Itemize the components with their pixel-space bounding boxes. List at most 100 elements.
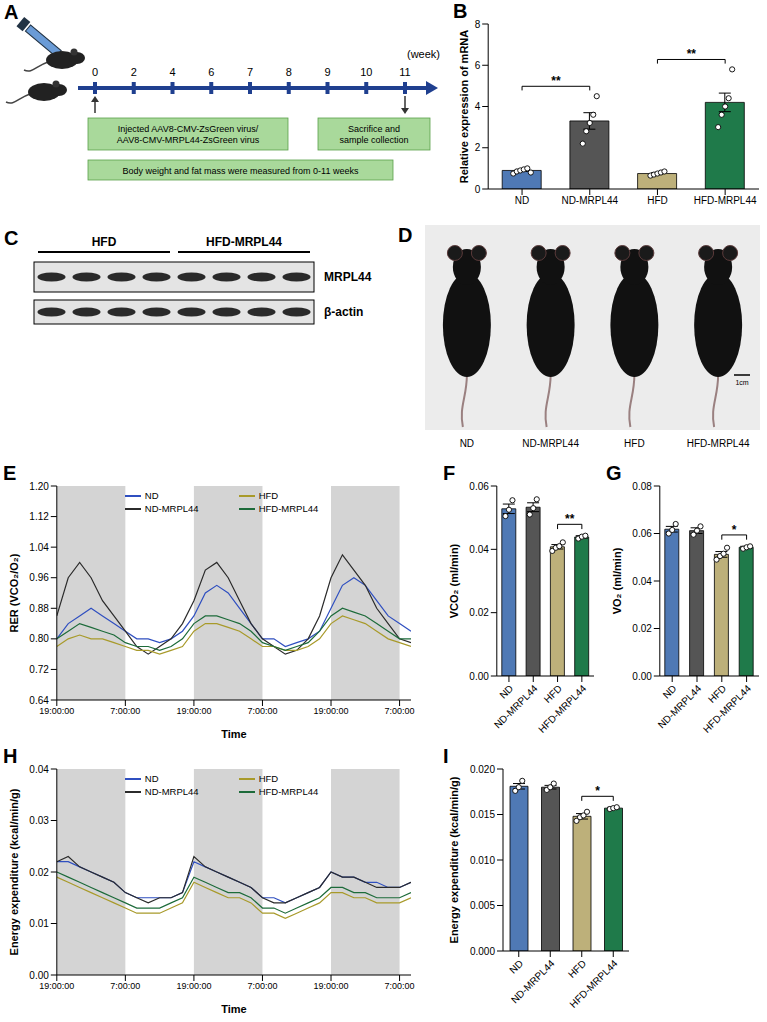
svg-text:ND-MRPL44: ND-MRPL44 <box>522 438 579 449</box>
svg-text:(week): (week) <box>407 48 440 60</box>
svg-text:19:00:00: 19:00:00 <box>313 706 348 716</box>
svg-text:HFD-MRPL44: HFD-MRPL44 <box>694 195 757 206</box>
svg-text:HFD-MRPL44: HFD-MRPL44 <box>568 957 620 1009</box>
svg-text:7:00:00: 7:00:00 <box>247 981 277 991</box>
svg-text:ND-MRPL44: ND-MRPL44 <box>492 682 540 730</box>
svg-text:Body weight and fat mass were: Body weight and fat mass were measured f… <box>123 166 359 176</box>
svg-text:ND: ND <box>515 195 529 206</box>
svg-text:11: 11 <box>399 66 410 78</box>
svg-text:2: 2 <box>131 66 137 78</box>
svg-text:7:00:00: 7:00:00 <box>110 981 140 991</box>
svg-text:0: 0 <box>92 66 98 78</box>
svg-text:0.00: 0.00 <box>469 671 489 682</box>
svg-text:0.04: 0.04 <box>29 764 49 775</box>
svg-text:Injected AAV8-CMV-ZsGreen viru: Injected AAV8-CMV-ZsGreen virus/ <box>118 124 259 134</box>
svg-text:19:00:00: 19:00:00 <box>176 981 211 991</box>
svg-text:0: 0 <box>475 184 481 195</box>
svg-text:1.20: 1.20 <box>29 481 49 492</box>
svg-text:7:00:00: 7:00:00 <box>247 706 277 716</box>
svg-text:0.02: 0.02 <box>29 867 49 878</box>
svg-text:**: ** <box>687 47 697 61</box>
svg-text:1.04: 1.04 <box>29 542 49 553</box>
svg-text:HFD-MRPL44: HFD-MRPL44 <box>701 682 753 734</box>
svg-text:Relative expression of mRNA: Relative expression of mRNA <box>458 30 470 183</box>
svg-text:0.005: 0.005 <box>470 900 495 911</box>
svg-text:0.03: 0.03 <box>29 815 49 826</box>
svg-text:0.01: 0.01 <box>29 918 49 929</box>
svg-text:8: 8 <box>286 66 292 78</box>
svg-text:AAV8-CMV-MRPL44-ZsGreen virus: AAV8-CMV-MRPL44-ZsGreen virus <box>117 135 260 145</box>
svg-text:0.64: 0.64 <box>29 695 49 706</box>
svg-text:1.12: 1.12 <box>29 511 49 522</box>
svg-text:MRPL44: MRPL44 <box>324 270 372 284</box>
html-text:G: G <box>606 462 622 484</box>
svg-text:*: * <box>595 784 600 798</box>
svg-text:0.06: 0.06 <box>469 481 489 492</box>
svg-text:ND-MRPL44: ND-MRPL44 <box>561 195 618 206</box>
svg-text:6: 6 <box>208 66 214 78</box>
svg-text:0.04: 0.04 <box>469 544 489 555</box>
svg-text:0.80: 0.80 <box>29 633 49 644</box>
svg-text:HFD: HFD <box>92 235 117 249</box>
svg-text:Time: Time <box>221 1003 246 1015</box>
svg-text:ND: ND <box>661 683 679 701</box>
svg-text:0.06: 0.06 <box>632 528 652 539</box>
svg-text:7:00:00: 7:00:00 <box>385 981 415 991</box>
svg-text:β-actin: β-actin <box>324 305 363 319</box>
svg-text:7:00:00: 7:00:00 <box>385 706 415 716</box>
svg-text:Energy expenditure (kcal/min/g: Energy expenditure (kcal/min/g) <box>8 788 20 955</box>
html-text:D: D <box>398 224 413 246</box>
svg-text:6: 6 <box>475 60 481 71</box>
svg-text:ND-MRPL44: ND-MRPL44 <box>509 957 557 1005</box>
svg-text:0.015: 0.015 <box>470 809 495 820</box>
svg-text:Sacrifice and: Sacrifice and <box>348 124 400 134</box>
svg-text:0.010: 0.010 <box>470 855 495 866</box>
svg-text:HFD: HFD <box>647 195 668 206</box>
svg-text:VO₂ (ml/min): VO₂ (ml/min) <box>611 547 623 614</box>
svg-text:4: 4 <box>169 66 175 78</box>
svg-text:HFD-MRPL44: HFD-MRPL44 <box>536 682 588 734</box>
svg-text:0.02: 0.02 <box>469 607 489 618</box>
svg-text:0.000: 0.000 <box>470 946 495 957</box>
svg-text:ND: ND <box>497 683 515 701</box>
svg-text:8: 8 <box>475 19 481 30</box>
svg-text:sample collection: sample collection <box>339 135 408 145</box>
svg-text:Energy expenditure (kcal/min/g: Energy expenditure (kcal/min/g) <box>448 776 460 943</box>
svg-text:19:00:00: 19:00:00 <box>39 981 74 991</box>
svg-text:4: 4 <box>475 101 481 112</box>
svg-text:HFD: HFD <box>566 958 588 980</box>
svg-text:7:00:00: 7:00:00 <box>110 706 140 716</box>
svg-text:0.72: 0.72 <box>29 664 49 675</box>
svg-text:ND: ND <box>460 438 474 449</box>
svg-text:0.02: 0.02 <box>632 623 652 634</box>
svg-text:0.04: 0.04 <box>632 576 652 587</box>
svg-text:19:00:00: 19:00:00 <box>176 706 211 716</box>
svg-text:ND-MRPL44: ND-MRPL44 <box>656 682 704 730</box>
svg-text:ND: ND <box>507 958 525 976</box>
svg-text:0.020: 0.020 <box>470 764 495 775</box>
svg-text:10: 10 <box>360 66 372 78</box>
svg-text:0.00: 0.00 <box>29 970 49 981</box>
svg-text:0.96: 0.96 <box>29 572 49 583</box>
svg-text:**: ** <box>551 74 561 88</box>
svg-text:Time: Time <box>221 728 246 740</box>
svg-text:9: 9 <box>324 66 330 78</box>
svg-text:1cm: 1cm <box>735 379 748 386</box>
svg-text:19:00:00: 19:00:00 <box>313 981 348 991</box>
svg-text:VCO₂ (ml/min): VCO₂ (ml/min) <box>448 543 460 618</box>
svg-text:2: 2 <box>475 142 481 153</box>
html-text:C: C <box>4 227 19 249</box>
svg-text:*: * <box>732 523 737 537</box>
svg-text:**: ** <box>565 512 575 526</box>
svg-text:HFD-MRPL44: HFD-MRPL44 <box>687 438 750 449</box>
svg-text:0.00: 0.00 <box>632 671 652 682</box>
html-text:A: A <box>4 1 19 23</box>
svg-text:RER (VCO₂/O₂): RER (VCO₂/O₂) <box>8 553 20 632</box>
svg-text:19:00:00: 19:00:00 <box>39 706 74 716</box>
svg-text:0.08: 0.08 <box>632 481 652 492</box>
html-text:B: B <box>453 0 468 22</box>
svg-text:HFD-MRPL44: HFD-MRPL44 <box>206 235 282 249</box>
svg-text:HFD: HFD <box>624 438 645 449</box>
svg-text:7: 7 <box>247 66 253 78</box>
svg-text:0.88: 0.88 <box>29 603 49 614</box>
